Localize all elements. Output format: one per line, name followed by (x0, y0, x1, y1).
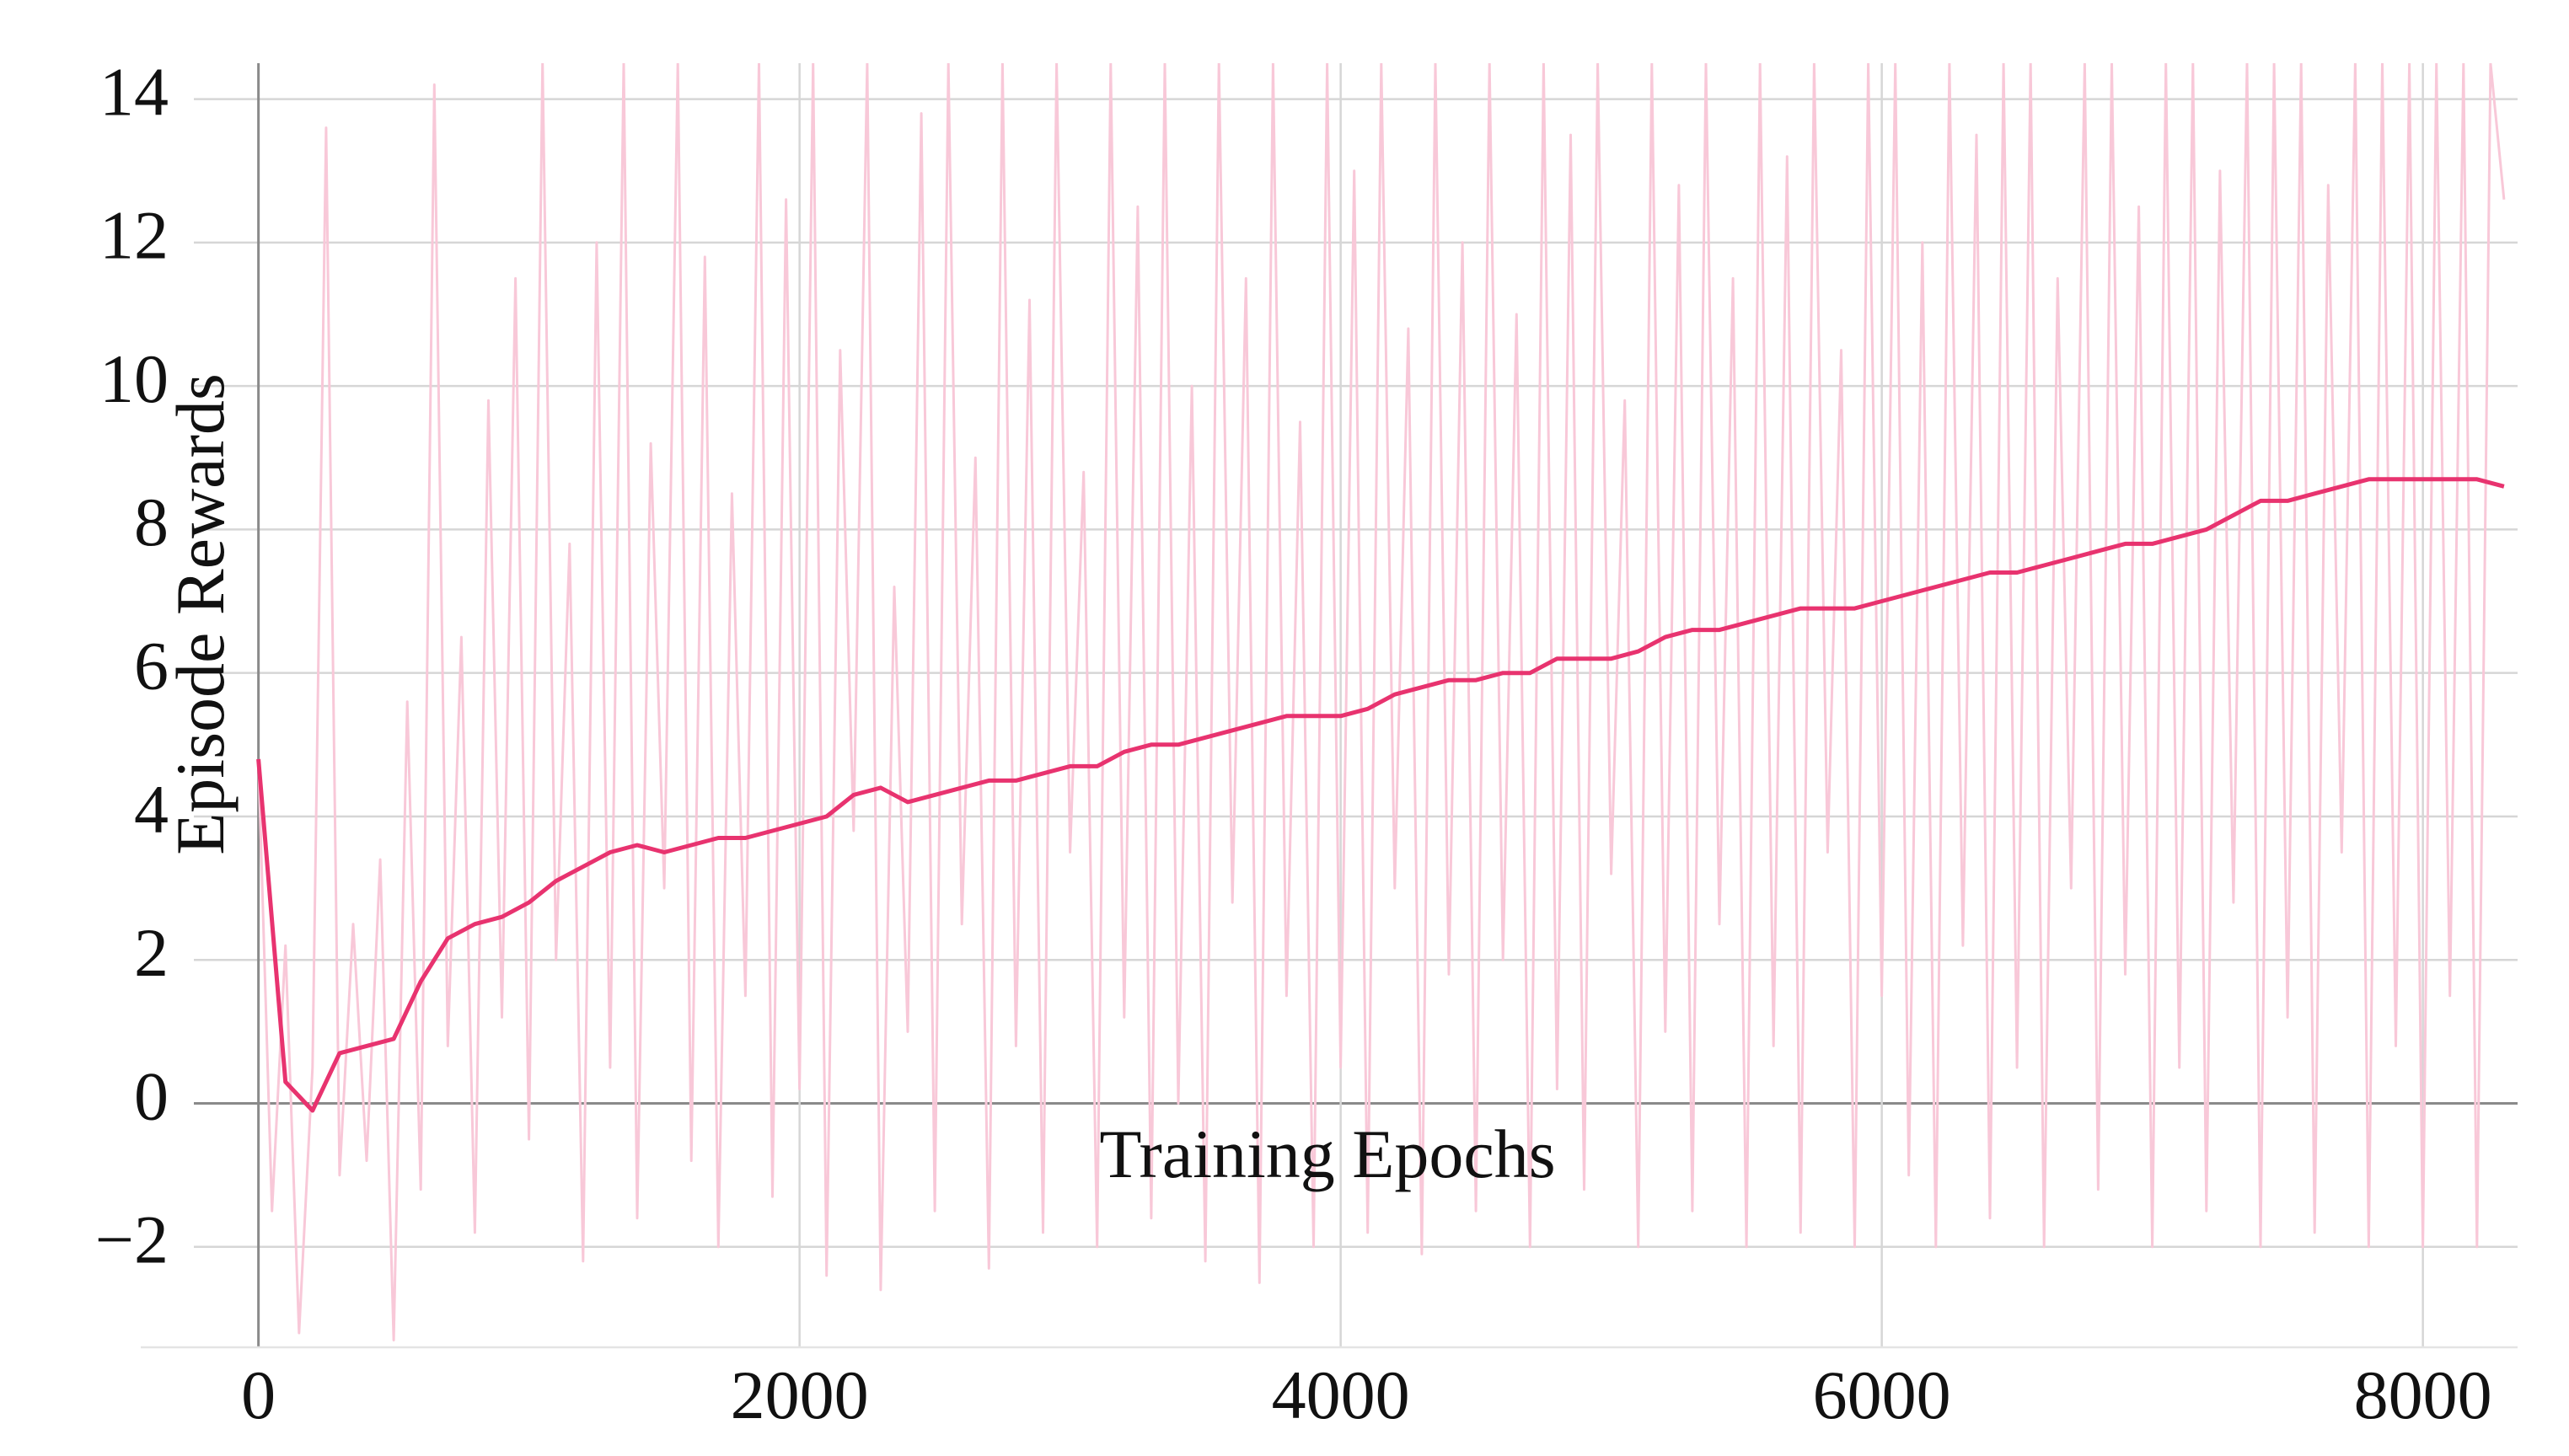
x-axis-title: Training Epochs (1099, 1116, 1555, 1192)
x-tick-label: 0 (241, 1357, 276, 1433)
y-tick-label: −2 (95, 1202, 169, 1278)
y-tick-label: 12 (99, 197, 169, 274)
series-line (257, 63, 2506, 1341)
y-tick-label: 6 (134, 627, 169, 704)
x-tick-label: 4000 (1272, 1357, 1410, 1433)
y-tick-label: 0 (134, 1057, 169, 1134)
x-tick-label: 6000 (1813, 1357, 1951, 1433)
x-tick-label: 8000 (2354, 1357, 2492, 1433)
y-axis-title: Episode Rewards (162, 373, 239, 855)
y-tick-label: 14 (99, 53, 169, 130)
series-line (256, 477, 2505, 1113)
y-tick-label: 2 (134, 914, 169, 991)
x-tick-label: 2000 (731, 1357, 869, 1433)
y-tick-label: 4 (134, 771, 169, 848)
plot-area (256, 63, 2506, 1341)
labels: −2 0 2 4 6 8 10 12 14 0 2000 4000 6000 8000 (95, 53, 2492, 1432)
y-tick-label: 10 (99, 340, 169, 417)
y-tick-label: 8 (134, 484, 169, 560)
